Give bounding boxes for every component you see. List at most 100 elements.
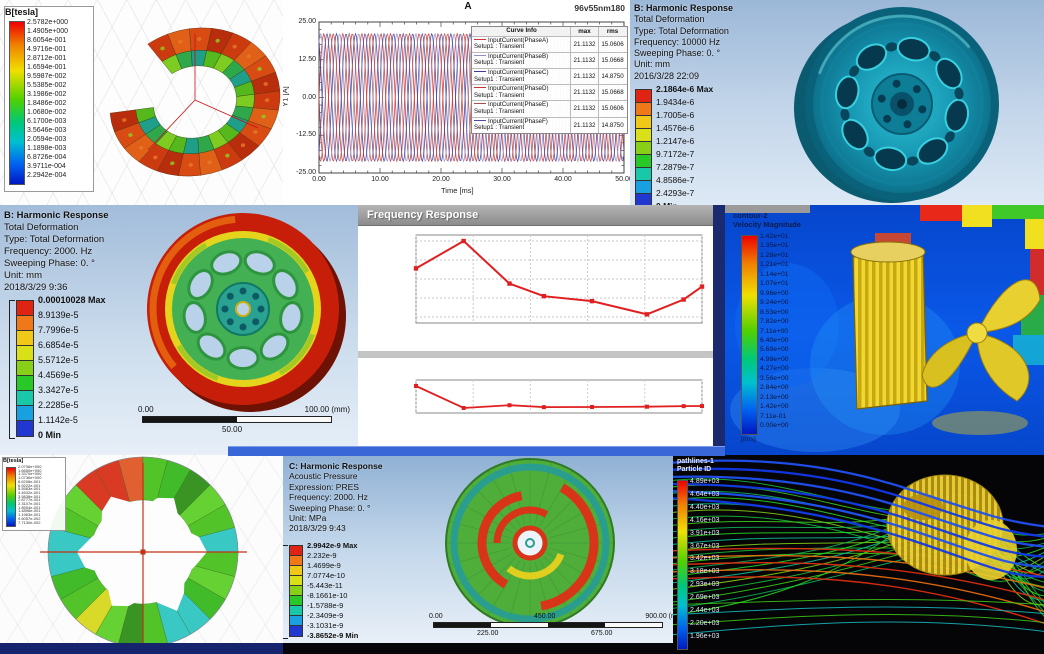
legend-value: 2.8777e-001 (18, 497, 41, 503)
deformed-wheel-image (147, 213, 346, 412)
legend-value: 9.96e+00 (760, 289, 789, 297)
legend-color-bar (677, 480, 688, 650)
legend-value: 6.8726e-004 (27, 154, 67, 161)
series-setup: Setup1 : Transient (474, 59, 525, 67)
legend-value: 1.0736e+000 (18, 475, 42, 481)
legend-value: 5.5712e-5 (38, 355, 79, 365)
legend-title: pathlines-1 (677, 458, 714, 465)
window-frame-bottom (0, 643, 283, 654)
legend-value: 4.16e+03 (690, 516, 720, 524)
legend-title: B[tesla] (5, 7, 39, 17)
info-line: Frequency: 2000. Hz (4, 246, 93, 257)
legend-value: 6.6854e-5 (38, 340, 79, 350)
info-line: Expression: PRES (289, 481, 359, 492)
window-frame-border (713, 205, 725, 455)
legend-value: 1.6650e+000 (18, 467, 42, 473)
series-max: 21.1132 (571, 68, 599, 85)
info-line: Sweeping Phase: 0. ° (289, 502, 371, 513)
deformed-wheel-image (794, 7, 999, 203)
legend-title: B[tesla] (3, 458, 24, 464)
legend-value: 4.4632e-001 (18, 489, 41, 495)
legend-value: 1.42e+01 (760, 233, 789, 240)
legend-value: 7.11e-01 (760, 412, 787, 420)
legend-value: 1.96e+03 (690, 632, 720, 640)
info-line: C: Harmonic Response (289, 461, 383, 471)
series-max: 21.1132 (571, 117, 599, 133)
ruler-bar (433, 622, 663, 628)
legend-value: 1.8554e-001 (18, 504, 41, 510)
legend-value: 2.13e+00 (760, 393, 789, 401)
legend-value: 6.1700e-003 (27, 118, 67, 125)
series-max: 21.1132 (571, 52, 599, 68)
series-rms: 15.0668 (601, 56, 624, 64)
series-line-sample (474, 38, 486, 40)
panel-acoustic-pressure: C: Harmonic Response Acoustic Pressure Exp… (283, 455, 673, 654)
ruler-label: 450.00 (534, 613, 556, 620)
y-tick-label: 12.50 (298, 55, 316, 63)
window-frame-bottom (283, 643, 673, 654)
legend-value: 1.1898e-003 (27, 145, 67, 152)
legend-value: 3.42e+03 (690, 555, 720, 563)
series-name: InputCurrent(PhaseC) (488, 68, 549, 76)
ruler-label: 675.00 (591, 630, 613, 637)
ruler-label: 225.00 (477, 630, 499, 637)
series-rms: 14.8750 (601, 73, 624, 81)
legend-value: 9.5987e-002 (27, 73, 67, 80)
ruler-segment (434, 623, 491, 627)
window-edge (725, 205, 810, 213)
ruler-label: 900.00 (mm) (645, 613, 673, 620)
legend-value: 4.64e+03 (690, 490, 720, 498)
legend-value: 2.0594e-003 (27, 136, 67, 143)
info-line: Sweeping Phase: 0. ° (634, 48, 721, 59)
legend-value: -3.1031e-9 (307, 621, 344, 630)
plot-title: A (464, 1, 472, 12)
legend-value: 1.42e+00 (760, 403, 789, 411)
info-line: 2016/3/28 22:09 (634, 70, 700, 81)
legend-value: 3.1986e-002 (27, 91, 67, 98)
legend-value: 4.98e+00 (760, 355, 789, 363)
panel-maxwell-torus: B[tesla] 2.5782e+000 1.4905e+000 8.6054e-00… (0, 0, 283, 205)
legend-color-bar (9, 21, 25, 185)
legend-value: 3.91e+03 (690, 529, 720, 537)
ruler-segment (143, 417, 237, 422)
result-info-text: B: Harmonic Response Total Deformation Typ… (4, 210, 109, 294)
info-line: Type: Total Deformation (634, 25, 729, 36)
legend-value: 2.44e+03 (690, 607, 720, 614)
info-line: Frequency: 2000. Hz (289, 492, 368, 503)
window-title-bar[interactable]: Frequency Response (358, 205, 713, 226)
legend-table-row: InputCurrent(PhaseB) Setup1 : Transient 21… (472, 51, 627, 68)
panel-frequency-response-window: Frequency Response Amplitude (mm/s) Freq… (358, 205, 725, 455)
info-line: B: Harmonic Response (4, 210, 109, 221)
series-max: 21.1132 (571, 85, 599, 101)
legend-value: 1.21e+01 (760, 261, 789, 269)
legend-value: 1.4699e-9 (307, 561, 341, 570)
x-tick-label: 30.00 (493, 176, 511, 183)
result-info-text: B: Harmonic Response Total Deformation Typ… (634, 3, 733, 82)
legend-value: 1.28e+01 (760, 251, 789, 259)
info-line: Unit: MPa (289, 513, 327, 524)
legend-value: 3.18e+03 (690, 568, 720, 576)
legend-bracket (9, 299, 15, 439)
series-name: InputCurrent(PhaseF) (488, 117, 548, 125)
series-setup: Setup1 : Transient (474, 43, 525, 51)
legend-value: 1.8486e-002 (27, 100, 67, 107)
legend-value: 1.0680e-002 (27, 109, 67, 116)
legend-value: 1.4905e+000 (27, 28, 69, 35)
series-line-sample (474, 87, 486, 89)
legend-value: 2.5782e+000 (27, 19, 69, 26)
legend-value: 4.40e+03 (690, 503, 720, 511)
legend-table-row: InputCurrent(PhaseA) Setup1 : Transient 21… (472, 35, 627, 52)
legend-value: 1.1963e-001 (18, 512, 41, 518)
legend-value: 2.0736e+000 (18, 464, 42, 469)
ruler-segment (491, 623, 548, 627)
ruler-label-mid: 50.00 (222, 425, 243, 434)
legend-value: 2.2285e-5 (38, 400, 79, 410)
x-tick-label: 40.00 (554, 176, 572, 183)
legend-value: 2.1864e-6 Max (656, 84, 714, 94)
panel-transient-current-plot: A 96v55nm180 Y1 [A] Time [ms] Curve Info… (283, 0, 630, 205)
panel-harmonic-response-10000hz: B: Harmonic Response Total Deformation Typ… (630, 0, 1044, 205)
legend-value: 2.93e+03 (690, 581, 720, 589)
info-line: Total Deformation (4, 222, 79, 233)
legend-value: 1.14e+01 (760, 270, 789, 278)
ruler-label-right: 100.00 (mm) (304, 405, 350, 414)
